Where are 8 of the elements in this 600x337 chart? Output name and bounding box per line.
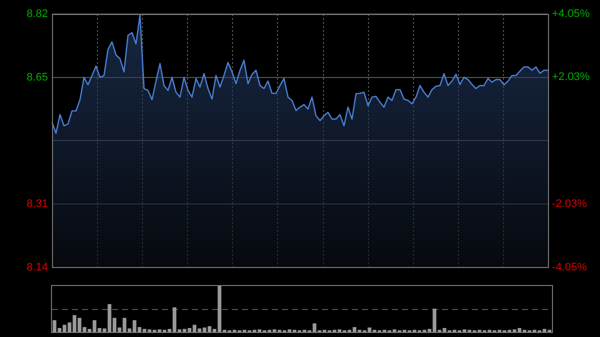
y-tick-label: 8.31 <box>26 198 48 210</box>
y2-tick-label: -2.03% <box>552 198 588 210</box>
y2-tick-label: +4.05% <box>552 8 590 20</box>
y-tick-label: 8.14 <box>26 261 48 274</box>
y-tick-label: 8.82 <box>26 8 48 20</box>
y2-tick-label: -4.05% <box>552 261 588 274</box>
y-tick-label: 8.65 <box>26 71 48 84</box>
y2-tick-label: +2.03% <box>552 71 590 84</box>
